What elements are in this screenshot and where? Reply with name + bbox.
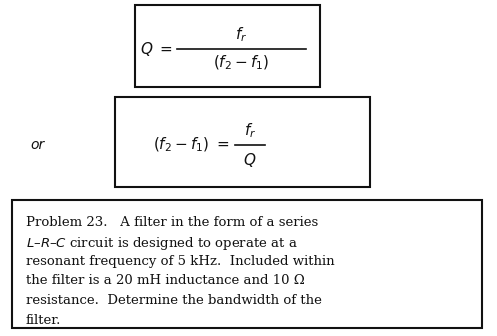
Text: Problem 23.   A filter in the form of a series: Problem 23. A filter in the form of a se…	[26, 216, 318, 229]
Text: filter.: filter.	[26, 313, 61, 327]
Text: the filter is a 20 mH inductance and 10 Ω: the filter is a 20 mH inductance and 10 …	[26, 275, 305, 288]
Text: $\mathit{Q}\ =$: $\mathit{Q}\ =$	[140, 40, 173, 58]
Text: $(\mathit{f}_2 - \mathit{f}_1)\ =$: $(\mathit{f}_2 - \mathit{f}_1)\ =$	[153, 136, 230, 154]
Text: resonant frequency of 5 kHz.  Included within: resonant frequency of 5 kHz. Included wi…	[26, 255, 334, 268]
Text: $(\mathit{f}_2 - \mathit{f}_1)$: $(\mathit{f}_2 - \mathit{f}_1)$	[213, 54, 270, 72]
Text: $f_r$: $f_r$	[236, 26, 248, 44]
FancyBboxPatch shape	[135, 5, 320, 87]
FancyBboxPatch shape	[115, 97, 370, 187]
Text: $L$–$R$–$C$ circuit is designed to operate at a: $L$–$R$–$C$ circuit is designed to opera…	[26, 236, 298, 252]
Text: $\mathit{Q}$: $\mathit{Q}$	[244, 151, 256, 169]
Text: or: or	[30, 138, 44, 152]
Text: resistance.  Determine the bandwidth of the: resistance. Determine the bandwidth of t…	[26, 294, 322, 307]
FancyBboxPatch shape	[12, 200, 482, 328]
Text: $f_r$: $f_r$	[244, 122, 256, 140]
